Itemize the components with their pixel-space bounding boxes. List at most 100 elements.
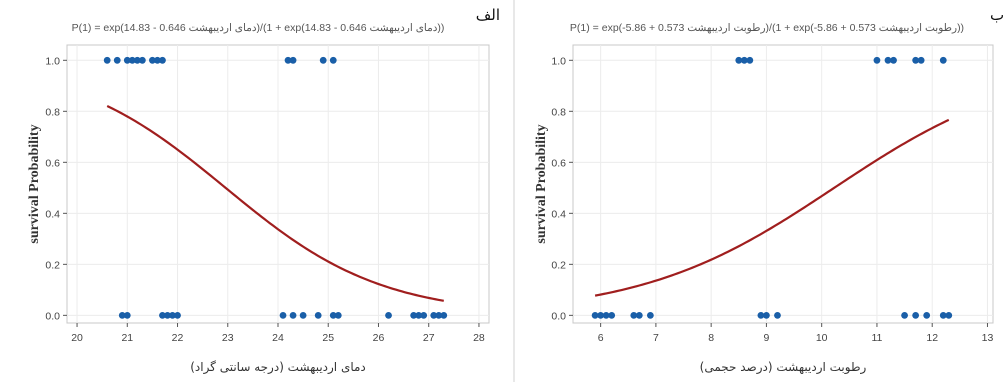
not-survived-point xyxy=(939,311,947,319)
chart-title: P(1) = exp(14.83 - 0.646 دمای اردیبهشت)/… xyxy=(72,22,445,34)
not-survived-point xyxy=(923,311,931,319)
not-survived-point xyxy=(591,311,599,319)
not-survived-point xyxy=(635,311,643,319)
survived-point xyxy=(289,56,297,64)
x-tick-label: 13 xyxy=(982,332,994,344)
not-survived-point xyxy=(646,311,654,319)
not-survived-point xyxy=(440,311,448,319)
not-survived-point xyxy=(912,311,920,319)
not-survived-point xyxy=(169,311,176,319)
gridlines xyxy=(67,45,489,323)
not-survived-point xyxy=(410,311,418,319)
data-points xyxy=(103,56,448,319)
x-tick-label: 21 xyxy=(121,332,133,344)
not-survived-point xyxy=(164,311,171,319)
survived-point xyxy=(159,56,166,64)
survived-point xyxy=(133,56,141,64)
x-axis-label: رطوبت اردیبهشت (درصد حجمی) xyxy=(700,360,867,375)
data-points xyxy=(591,56,953,319)
y-tick-label: 0.0 xyxy=(45,310,60,322)
logistic-curve-group xyxy=(594,118,950,297)
not-survived-point xyxy=(602,311,610,319)
not-survived-point xyxy=(757,311,765,319)
not-survived-point xyxy=(118,311,126,319)
not-survived-point xyxy=(159,311,166,319)
not-survived-point xyxy=(430,311,438,319)
survived-point xyxy=(917,56,925,64)
y-tick-label: 0.0 xyxy=(551,310,566,322)
survived-point xyxy=(138,56,146,64)
panel-humidity: 6 7 8 9 10 11 12 13 0.0 0.2 0.4 0.6 0.8 1.0 P(1) = ex… xyxy=(534,6,1004,375)
y-axis-label: survival Probability xyxy=(27,124,42,243)
y-tick-label: 0.6 xyxy=(45,157,60,169)
survived-point xyxy=(154,56,161,64)
survived-point xyxy=(939,56,947,64)
y-axis-label: survival Probability xyxy=(534,124,549,243)
y-tick-label: 1.0 xyxy=(551,55,566,67)
not-survived-point xyxy=(774,311,781,319)
survived-point xyxy=(113,56,121,64)
axes: 6 7 8 9 10 11 12 13 0.0 0.2 0.4 0.6 0.8 1.0 xyxy=(551,55,993,344)
plot-area xyxy=(572,44,994,324)
x-tick-label: 23 xyxy=(222,332,234,344)
x-tick-label: 10 xyxy=(816,332,828,344)
logistic-curve xyxy=(594,118,950,297)
survived-point xyxy=(912,56,920,64)
survived-point xyxy=(123,56,131,64)
y-tick-label: 0.8 xyxy=(551,106,566,118)
not-survived-point xyxy=(945,311,953,319)
survived-point xyxy=(128,56,136,64)
axes: 20 21 22 23 24 25 26 27 28 0.0 0.2 0.4 0.6 0.8 1.0 xyxy=(45,55,485,344)
not-survived-point xyxy=(279,311,287,319)
not-survived-point xyxy=(299,311,307,319)
survived-point xyxy=(329,56,337,64)
chart-title: P(1) = exp(-5.86 + 0.573 رطوبت اردیبهشت)… xyxy=(570,22,964,34)
not-survived-point xyxy=(123,311,131,319)
y-tick-label: 0.2 xyxy=(551,259,566,271)
survived-point xyxy=(873,56,881,64)
not-survived-point xyxy=(329,311,337,319)
x-tick-label: 6 xyxy=(598,332,604,344)
y-tick-label: 0.2 xyxy=(45,259,60,271)
logistic-curve xyxy=(106,104,444,302)
not-survived-point xyxy=(415,311,423,319)
x-tick-label: 24 xyxy=(272,332,284,344)
y-tick-label: 0.8 xyxy=(45,106,60,118)
x-tick-label: 26 xyxy=(373,332,385,344)
not-survived-point xyxy=(435,311,443,319)
x-tick-label: 28 xyxy=(473,332,485,344)
panel-label: ب xyxy=(990,6,1004,24)
not-survived-point xyxy=(420,311,428,319)
survived-point xyxy=(103,56,111,64)
not-survived-point xyxy=(630,311,638,319)
survived-point xyxy=(890,56,897,64)
logistic-curve-group xyxy=(106,104,444,302)
x-tick-label: 12 xyxy=(926,332,938,344)
not-survived-point xyxy=(597,311,605,319)
survived-point xyxy=(149,56,156,64)
not-survived-point xyxy=(314,311,322,319)
x-tick-label: 11 xyxy=(871,332,882,344)
panel-label: الف xyxy=(476,6,500,24)
survived-point xyxy=(735,56,743,64)
x-tick-label: 7 xyxy=(653,332,659,344)
not-survived-point xyxy=(334,311,342,319)
x-tick-label: 22 xyxy=(172,332,184,344)
x-tick-label: 8 xyxy=(708,332,714,344)
survived-point xyxy=(319,56,327,64)
x-tick-label: 9 xyxy=(763,332,769,344)
x-tick-label: 25 xyxy=(322,332,334,344)
survived-point xyxy=(284,56,292,64)
survived-point xyxy=(740,56,748,64)
survived-point xyxy=(746,56,754,64)
y-tick-label: 0.6 xyxy=(551,157,566,169)
y-tick-label: 0.4 xyxy=(551,208,566,220)
not-survived-point xyxy=(763,311,770,319)
not-survived-point xyxy=(608,311,616,319)
y-tick-label: 0.4 xyxy=(45,208,60,220)
x-tick-label: 20 xyxy=(71,332,83,344)
not-survived-point xyxy=(901,311,908,319)
not-survived-point xyxy=(174,311,181,319)
x-axis-label: دمای اردیبهشت (درجه سانتی گراد) xyxy=(190,360,366,375)
